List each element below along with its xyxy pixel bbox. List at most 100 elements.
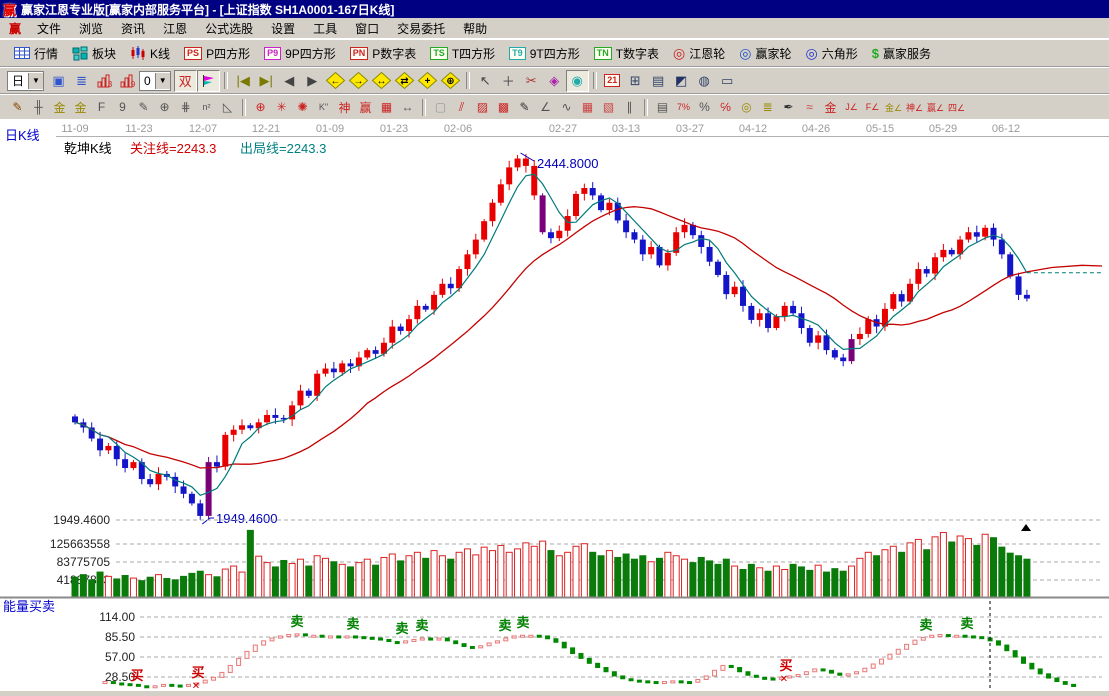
star-web-button[interactable]: ✳ <box>271 97 292 117</box>
bars-9-button[interactable]: 9 <box>116 70 139 92</box>
gold-angle-button[interactable]: 金∠ <box>883 97 904 117</box>
main-chart-svg[interactable]: 11-09 11-23 12-07 12-21 01-09 01-23 02-06 02-27… <box>0 119 1109 692</box>
menu-item-info[interactable]: 资讯 <box>121 21 146 36</box>
shen-angle-button[interactable]: 神∠ <box>904 97 925 117</box>
menu-item-file[interactable]: 文件 <box>37 21 62 36</box>
protractor-button[interactable]: ◺ <box>217 97 238 117</box>
calculator-button[interactable]: ⊞ <box>624 70 647 92</box>
dense-grid-button[interactable]: ⋕ <box>175 97 196 117</box>
title-bar[interactable]: 赢 赢家江恩专业版[赢家内部服务平台] - [上证指数 SH1A0001-167… <box>0 0 1109 18</box>
ink-pen-button[interactable]: ✒ <box>778 97 799 117</box>
menu-item-formula-stock-pick[interactable]: 公式选股 <box>205 21 254 36</box>
zoom-in-button[interactable]: + <box>416 70 439 92</box>
p-number-button[interactable]: PN P数字表 <box>343 42 424 65</box>
compass-button[interactable]: ⊕ <box>154 97 175 117</box>
t-square-button[interactable]: TS T四方形 <box>423 42 502 65</box>
winner-wheel-button[interactable]: ◎ 赢家轮 <box>732 42 798 65</box>
menu-item-help[interactable]: 帮助 <box>463 21 488 36</box>
zero-select-dropdown-icon[interactable]: ▼ <box>154 72 170 89</box>
sectors-button[interactable]: 板块 <box>65 42 123 65</box>
fan-lines-button[interactable]: ⫽ <box>451 97 472 117</box>
t9-square-button[interactable]: T9 9T四方形 <box>502 42 587 65</box>
winner-service-button[interactable]: $ 赢家服务 <box>865 42 938 65</box>
nav-last-button[interactable]: ▶| <box>255 70 278 92</box>
select-box-button[interactable]: ▢ <box>430 97 451 117</box>
parallel-lines-button[interactable]: ∥ <box>619 97 640 117</box>
win-angle-button[interactable]: 赢∠ <box>925 97 946 117</box>
zoom-left-button[interactable]: ← <box>324 70 347 92</box>
spider-web-button[interactable]: ✺ <box>292 97 313 117</box>
percent-button[interactable]: % <box>694 97 715 117</box>
red-target-button[interactable]: ⊕ <box>250 97 271 117</box>
chart-area[interactable]: 11-09 11-23 12-07 12-21 01-09 01-23 02-06 02-27… <box>0 119 1109 692</box>
menu-item-browse[interactable]: 浏览 <box>79 21 104 36</box>
gold-circle-button[interactable]: ◎ <box>736 97 757 117</box>
p-square-button[interactable]: PS P四方形 <box>177 42 257 65</box>
save-button[interactable]: ◩ <box>670 70 693 92</box>
width-arrows-button[interactable]: ↔ <box>397 97 418 117</box>
cycle-tool-button[interactable]: ◉ <box>565 69 589 92</box>
p9-square-button[interactable]: P9 9P四方形 <box>257 42 343 65</box>
grid-lines-button[interactable]: ╫ <box>28 97 49 117</box>
wave-lines-button[interactable]: ∿ <box>556 97 577 117</box>
color-flag-button[interactable] <box>196 69 220 92</box>
t-number-button[interactable]: TN T数字表 <box>587 42 666 65</box>
percent-7-button[interactable]: 7% <box>673 97 694 117</box>
gold-grid-button[interactable]: 金 <box>49 97 70 117</box>
period-select[interactable]: 日 ▼ <box>7 70 45 91</box>
f-grid-button[interactable]: F <box>91 97 112 117</box>
draw-pen-2-button[interactable]: ✎ <box>133 97 154 117</box>
draw-pen-3-button[interactable]: ✎ <box>514 97 535 117</box>
gold-red-button[interactable]: 金 <box>820 97 841 117</box>
angle-lines-button[interactable]: ∠ <box>535 97 556 117</box>
data-export-button[interactable]: ◍ <box>693 70 716 92</box>
calendar-button[interactable]: 21 <box>601 70 624 92</box>
cut-tool-button[interactable]: ✂ <box>520 70 543 92</box>
k-mark-button[interactable]: K" <box>313 97 334 117</box>
gann-wheel-button[interactable]: ◎ 江恩轮 <box>666 42 732 65</box>
f-angle-button[interactable]: F∠ <box>862 97 883 117</box>
nav-first-button[interactable]: |◀ <box>232 70 255 92</box>
shen-grid-button[interactable]: 神 <box>334 97 355 117</box>
bars-3-button[interactable]: 3 <box>93 70 116 92</box>
menu-item-logo[interactable]: 赢 <box>9 21 22 36</box>
nav-prev-button[interactable]: ◀ <box>278 70 301 92</box>
pointer-tool-button[interactable]: ↖ <box>474 70 497 92</box>
nine-grid-button[interactable]: 9 <box>112 97 133 117</box>
period-select-dropdown-icon[interactable]: ▼ <box>28 72 44 89</box>
zoom-horizontal-button[interactable]: ↔ <box>370 70 393 92</box>
red-grid-box-button[interactable]: ▧ <box>598 97 619 117</box>
four-angle-button[interactable]: 四∠ <box>946 97 967 117</box>
menu-item-tools[interactable]: 工具 <box>313 21 338 36</box>
win-grid-button[interactable]: 赢 <box>355 97 376 117</box>
gann-tool-button[interactable]: ◈ <box>543 70 566 92</box>
notepad-button[interactable]: ▤ <box>647 70 670 92</box>
hexagon-button[interactable]: ◎ 六角形 <box>799 42 865 65</box>
percent-lines-button[interactable]: ℅ <box>715 97 736 117</box>
red-grid-button[interactable]: ▦ <box>577 97 598 117</box>
zoom-right-button[interactable]: → <box>347 70 370 92</box>
nav-next-button[interactable]: ▶ <box>301 70 324 92</box>
info-list-button[interactable]: ≣ <box>70 70 93 92</box>
gold-grid-2-button[interactable]: 金 <box>70 97 91 117</box>
j-angle-button[interactable]: J∠ <box>841 97 862 117</box>
panel-chart-button[interactable]: ▤ <box>652 97 673 117</box>
draw-pen-button[interactable]: ✎ <box>7 97 28 117</box>
crosshair-tool-button[interactable]: ＋ <box>497 70 520 92</box>
zero-select[interactable]: 0 ▼ <box>139 70 171 91</box>
web-box-button[interactable]: ▩ <box>493 97 514 117</box>
quotes-button[interactable]: 行情 <box>7 42 65 65</box>
print-button[interactable]: ▭ <box>716 70 739 92</box>
kline-button[interactable]: K线 <box>123 42 177 65</box>
photo-view-button[interactable]: ▣ <box>47 70 70 92</box>
menu-item-settings[interactable]: 设置 <box>271 21 296 36</box>
dual-k-button[interactable]: 双 <box>173 69 197 92</box>
fan-box-button[interactable]: ▨ <box>472 97 493 117</box>
menu-item-trade-entrust[interactable]: 交易委托 <box>397 21 446 36</box>
menu-item-gann[interactable]: 江恩 <box>163 21 188 36</box>
zoom-cross-button[interactable]: ⊕ <box>439 70 462 92</box>
menu-item-window[interactable]: 窗口 <box>355 21 380 36</box>
zoom-swap-button[interactable]: ⇄ <box>393 70 416 92</box>
wave-band-button[interactable]: ≈ <box>799 97 820 117</box>
n-square-button[interactable]: n² <box>196 97 217 117</box>
